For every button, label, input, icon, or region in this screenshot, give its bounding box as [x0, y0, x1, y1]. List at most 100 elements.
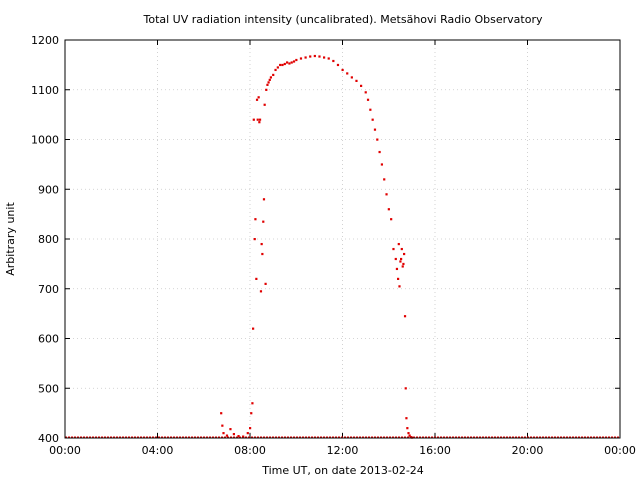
data-point	[376, 138, 379, 141]
data-point	[252, 327, 255, 330]
data-point	[313, 54, 316, 58]
data-point	[395, 267, 399, 271]
data-point	[402, 262, 405, 266]
data-point	[327, 57, 330, 60]
data-point	[318, 55, 321, 58]
data-point	[332, 59, 335, 63]
grid-lines	[65, 40, 620, 438]
data-point	[404, 387, 407, 390]
plot-frame	[64, 39, 621, 439]
data-point	[309, 55, 312, 58]
data-point	[276, 66, 279, 69]
data-point	[387, 208, 390, 211]
data-point	[292, 60, 296, 63]
data-point	[403, 315, 407, 318]
data-point	[288, 62, 291, 65]
data-point	[405, 417, 408, 420]
data-point	[272, 73, 275, 77]
data-point	[378, 150, 381, 154]
data-point	[222, 432, 225, 435]
data-point	[232, 433, 236, 436]
x-tick-label: 20:00	[512, 444, 544, 457]
data-point	[251, 402, 254, 405]
data-point	[269, 76, 273, 79]
data-point	[346, 72, 349, 75]
data-point	[255, 98, 259, 101]
data-point	[254, 218, 257, 221]
data-point	[299, 57, 303, 60]
data-point	[263, 103, 266, 106]
y-tick-label: 700	[38, 283, 59, 296]
data-point	[360, 84, 363, 87]
y-tick-label: 1200	[31, 34, 59, 47]
x-tick-label: 12:00	[327, 444, 359, 457]
data-point	[295, 58, 298, 62]
data-point	[373, 128, 377, 131]
data-point	[266, 83, 269, 86]
data-point	[383, 178, 386, 181]
data-point	[290, 61, 293, 64]
data-point	[369, 108, 372, 111]
data-point	[265, 88, 268, 91]
x-tick-label: 00:00	[49, 444, 81, 457]
data-point	[258, 118, 262, 121]
chart-title: Total UV radiation intensity (uncalibrat…	[143, 13, 543, 26]
data-point	[392, 247, 395, 251]
data-point	[406, 427, 409, 430]
data-point	[394, 257, 397, 261]
data-point	[371, 118, 374, 121]
data-point	[267, 81, 270, 84]
data-point	[261, 252, 264, 256]
data-point	[341, 68, 344, 72]
data-point	[380, 163, 384, 166]
data-point	[220, 412, 223, 415]
data-point	[221, 424, 224, 427]
x-tick-label: 04:00	[142, 444, 174, 457]
data-point	[355, 79, 358, 82]
data-point	[279, 63, 282, 67]
data-point	[390, 218, 393, 221]
data-point	[281, 63, 284, 67]
data-point	[364, 91, 367, 94]
data-point	[250, 412, 253, 415]
y-tick-label: 600	[38, 333, 59, 346]
data-point	[397, 242, 400, 246]
data-point	[255, 277, 258, 280]
data-point	[237, 435, 240, 438]
data-point	[257, 96, 260, 99]
data-point	[350, 76, 353, 79]
data-point	[403, 252, 406, 256]
data-point	[304, 56, 307, 59]
data-point	[249, 427, 252, 430]
data-point	[397, 277, 400, 280]
x-tick-label: 16:00	[419, 444, 451, 457]
data-point	[258, 121, 261, 124]
data-point	[323, 56, 326, 59]
data-point	[401, 265, 404, 268]
data-point	[246, 432, 249, 435]
y-tick-label: 400	[38, 432, 59, 445]
data-point	[253, 238, 256, 241]
data-point	[225, 434, 229, 437]
y-axis-label: Arbitrary unit	[4, 202, 17, 276]
data-point	[229, 428, 232, 431]
data-point	[398, 285, 401, 288]
data-point	[259, 290, 263, 293]
x-tick-label: 08:00	[234, 444, 266, 457]
axis-ticks: 400 500 600 700 800 900 1000 1100 1200 00:00 04:00…	[31, 34, 636, 457]
data-point	[262, 198, 266, 201]
data-point	[400, 257, 403, 261]
x-axis-label: Time UT, on date 2013-02-24	[261, 464, 424, 477]
data-point	[268, 78, 271, 81]
data-point	[252, 118, 255, 121]
data-point	[264, 282, 267, 285]
data-point	[286, 61, 289, 64]
data-point	[407, 432, 410, 435]
data-point	[385, 193, 388, 196]
data-point	[283, 62, 286, 66]
y-tick-label: 900	[38, 183, 59, 196]
data-point	[366, 98, 370, 101]
data-point	[262, 220, 265, 223]
data-point	[336, 63, 340, 67]
x-tick-label: 00:00	[604, 444, 636, 457]
